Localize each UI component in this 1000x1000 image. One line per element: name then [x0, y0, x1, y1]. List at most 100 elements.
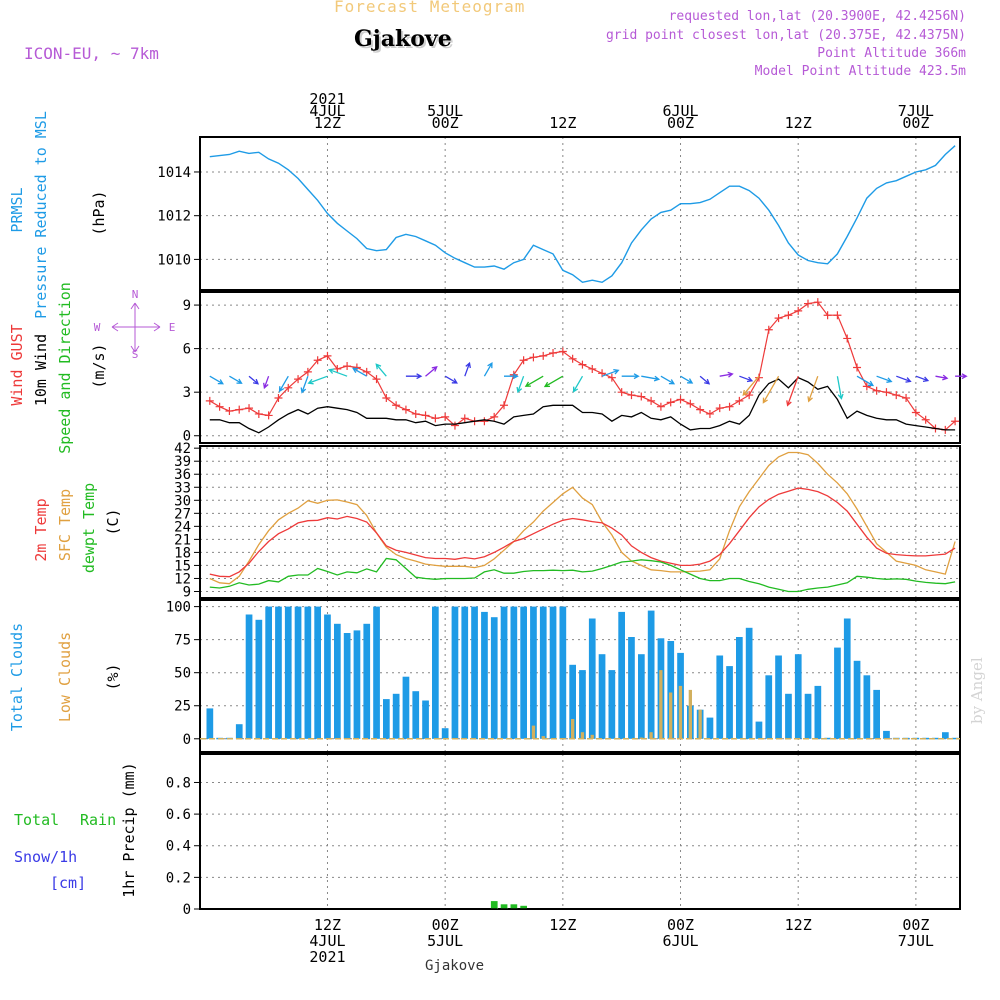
- wind-arrow: [836, 376, 844, 400]
- compass-n: N: [132, 288, 139, 301]
- label-celsius: (C): [104, 508, 122, 535]
- y-tick-label: 15: [174, 558, 191, 574]
- y-tick-label: 1012: [157, 209, 191, 225]
- y-tick-label: 0.4: [166, 839, 191, 855]
- gust-marker: [235, 405, 244, 414]
- wind-arrow: [229, 375, 243, 384]
- gust-marker: [529, 353, 538, 362]
- series-line-2m-temp: [209, 487, 956, 578]
- bar-total-clouds: [736, 637, 743, 739]
- wind-arrow: [742, 375, 760, 396]
- wind-arrow: [955, 373, 968, 380]
- gust-marker: [421, 411, 430, 420]
- wind-arrow: [660, 375, 676, 385]
- bar-total-clouds: [343, 633, 351, 739]
- bar-low-clouds: [571, 719, 575, 739]
- bar-total-clouds: [755, 721, 763, 739]
- bar-total-clouds: [765, 675, 773, 739]
- bar-low-clouds: [669, 692, 673, 739]
- wind-arrow: [762, 375, 780, 404]
- bar-total-clouds: [579, 670, 586, 739]
- wind-arrow: [524, 375, 544, 387]
- gust-marker: [666, 398, 675, 407]
- y-tick-label: 50: [174, 666, 191, 682]
- time-label-top: 00Z: [667, 114, 694, 132]
- gust-marker: [911, 408, 920, 417]
- compass-rose: [111, 302, 161, 353]
- y-tick-label: 0.6: [166, 807, 191, 823]
- label-wind-gust: Wind GUST: [8, 324, 26, 405]
- bar-total-clouds: [284, 606, 292, 739]
- label-snow: Snow/1h: [14, 848, 77, 866]
- wind-arrow: [680, 375, 694, 384]
- bar-rain: [510, 904, 518, 909]
- y-tick-label: 6: [183, 342, 191, 358]
- label-cm: [cm]: [50, 874, 86, 892]
- bar-low-clouds: [590, 734, 594, 739]
- label-percent: (%): [104, 663, 122, 690]
- y-tick-label: 0: [183, 902, 191, 918]
- gust-marker: [254, 409, 263, 418]
- gust-marker: [686, 399, 695, 408]
- wind-arrow: [278, 375, 289, 393]
- y-tick-label: 42: [174, 441, 191, 457]
- bar-total-clouds: [324, 614, 331, 739]
- bar-total-clouds: [334, 623, 341, 739]
- bar-total-clouds: [775, 655, 782, 739]
- bar-total-clouds: [667, 641, 675, 739]
- bar-total-clouds: [392, 693, 400, 739]
- time-label-top: 00Z: [902, 114, 929, 132]
- wind-arrow: [504, 373, 519, 380]
- footer-location: Gjakove: [425, 958, 485, 974]
- gust-marker: [892, 391, 901, 400]
- compass-w: W: [94, 321, 101, 334]
- bar-total-clouds: [549, 606, 557, 739]
- bar-total-clouds: [520, 606, 527, 739]
- gust-marker: [323, 351, 332, 360]
- panel-frame-3: [199, 445, 961, 599]
- time-label-top: 12Z: [785, 114, 812, 132]
- bar-low-clouds: [659, 670, 663, 739]
- gust-marker: [205, 396, 214, 405]
- gust-marker: [441, 412, 450, 421]
- y-tick-label: 0.2: [166, 870, 191, 886]
- wind-arrow: [915, 375, 930, 383]
- gust-marker: [519, 356, 528, 365]
- panel-frame-4: [199, 599, 961, 753]
- time-label-bottom: 12Z: [549, 916, 576, 934]
- bar-total-clouds: [235, 724, 243, 739]
- gust-marker: [450, 421, 459, 430]
- bar-total-clouds: [412, 691, 420, 739]
- bar-total-clouds: [726, 666, 733, 739]
- label-low-clouds: Low Clouds: [56, 632, 74, 722]
- gust-marker: [804, 299, 812, 308]
- wind-arrow: [209, 375, 224, 385]
- y-tick-label: 0: [183, 732, 191, 748]
- point-altitude: Point Altitude 366m: [817, 46, 966, 61]
- gust-marker: [480, 417, 489, 426]
- series-line-dewpt: [209, 557, 956, 593]
- time-label-top: 4JUL: [309, 102, 345, 120]
- y-tick-label: 1014: [157, 165, 191, 181]
- gust-marker: [823, 311, 832, 320]
- time-label-bottom: 2021: [309, 948, 345, 966]
- wind-arrow: [464, 361, 471, 377]
- gust-marker: [362, 367, 371, 376]
- bar-rain: [500, 904, 508, 909]
- gust-marker: [392, 401, 401, 410]
- gust-marker: [294, 375, 303, 384]
- gust-marker: [460, 414, 469, 423]
- y-tick-label: 12: [174, 571, 191, 587]
- wind-arrow: [263, 375, 270, 390]
- wind-arrow: [405, 373, 423, 380]
- y-tick-label: 100: [166, 600, 191, 616]
- bar-total-clouds: [853, 660, 861, 739]
- bar-total-clouds: [942, 732, 949, 739]
- y-tick-label: 21: [174, 532, 191, 548]
- gust-marker: [343, 362, 352, 371]
- bar-total-clouds: [402, 676, 410, 739]
- wind-arrow: [876, 375, 893, 383]
- y-tick-label: 0: [183, 429, 191, 445]
